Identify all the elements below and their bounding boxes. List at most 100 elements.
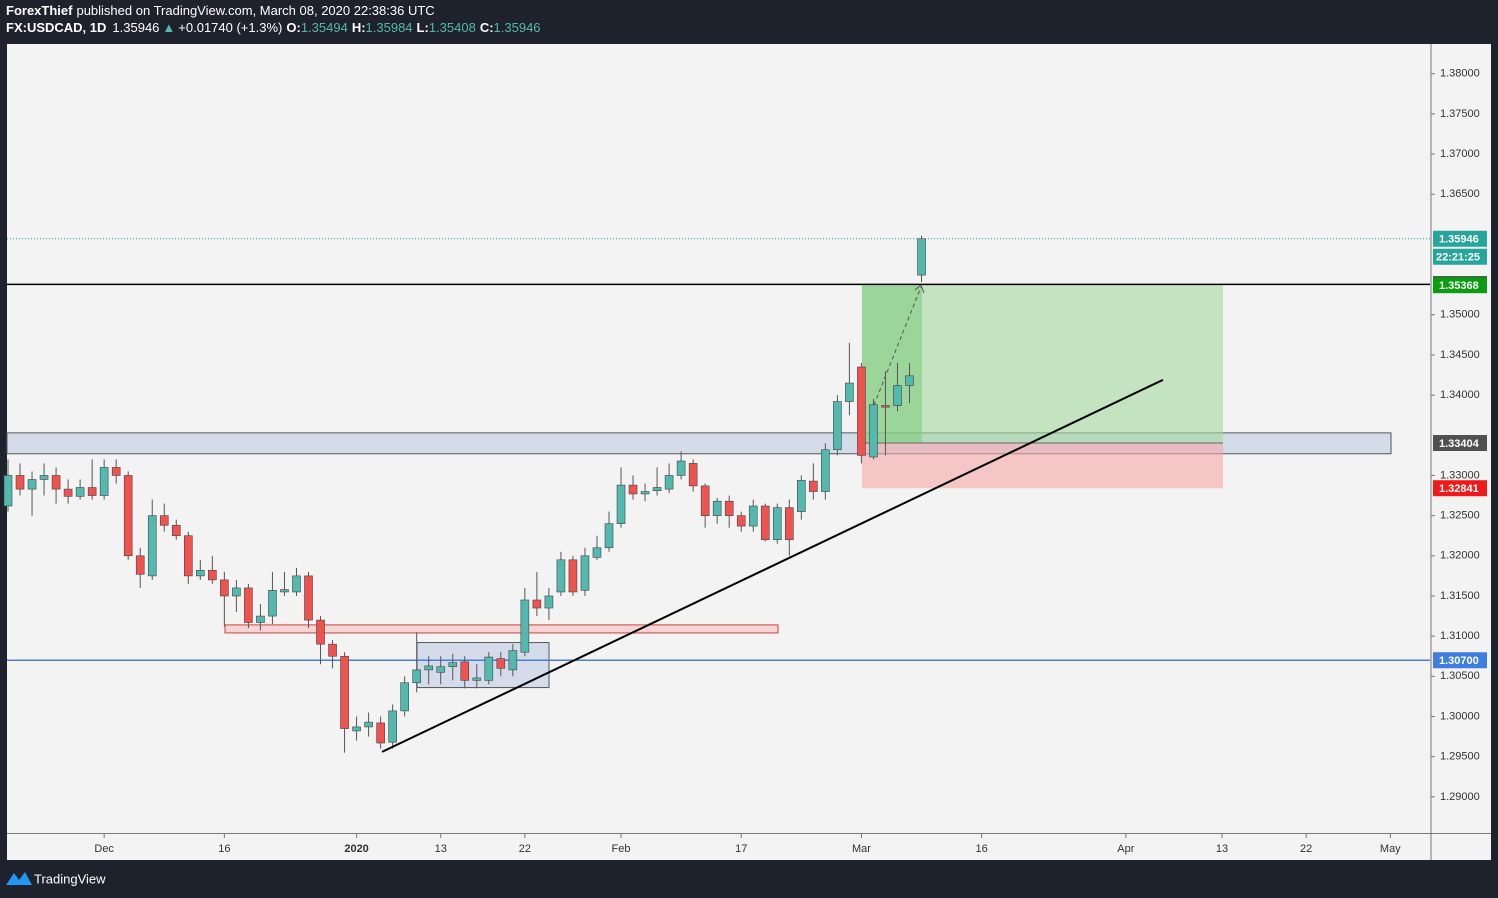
candle-body (712, 500, 722, 516)
candle-body (857, 366, 866, 456)
x-tick-label: 22 (519, 843, 531, 855)
trendline (381, 378, 1164, 753)
arrow-head (914, 284, 925, 294)
candle-body (316, 619, 325, 645)
price-tag (1433, 480, 1487, 497)
x-tick-label: 13 (1216, 843, 1228, 855)
candle-body (280, 589, 289, 593)
zone (224, 624, 779, 634)
candle-body (424, 665, 434, 671)
quote-line: FX:USDCAD, 1D 1.35946 ▲ +0.01740 (+1.3%) O:1… (6, 20, 541, 35)
candle-body (580, 555, 590, 591)
y-tick-label: 1.33000 (1440, 469, 1480, 481)
y-tick-label: 1.34000 (1440, 389, 1480, 401)
price-tag (1433, 230, 1487, 247)
candle-body (484, 656, 494, 681)
candle-body (845, 382, 854, 402)
candle-body (556, 559, 566, 593)
ohlc-label: H: (352, 20, 366, 35)
countdown: 22:21:25 (1436, 252, 1480, 264)
candle-body (39, 475, 49, 480)
ohlc-label: O: (286, 20, 300, 35)
change: +0.01740 (+1.3%) (178, 20, 282, 35)
candle-body (760, 505, 770, 541)
candle-body (568, 559, 578, 593)
price-tag-label: 1.30700 (1439, 655, 1479, 667)
candle-body (87, 487, 97, 496)
price-tag-label: 1.32841 (1439, 483, 1479, 495)
y-tick-label: 1.36500 (1440, 188, 1480, 200)
candle-body (905, 375, 914, 386)
candle-body (400, 682, 409, 712)
candle-body (220, 579, 229, 597)
published: published on TradingView.com, March 08, … (76, 3, 434, 18)
candle-body (388, 710, 397, 743)
candle-body (724, 500, 734, 516)
candle-body (736, 515, 746, 527)
y-tick-label: 1.38000 (1440, 68, 1480, 80)
candle-body (135, 555, 145, 575)
candle-body (99, 467, 109, 496)
publish-line: ForexThief published on TradingView.com, … (6, 3, 435, 18)
candle-body (592, 547, 602, 558)
projection-arrow (873, 286, 922, 406)
last-price: 1.35946 (112, 20, 159, 35)
x-tick-label: Dec (94, 843, 114, 855)
candle-body (869, 404, 878, 458)
candle-body (3, 475, 13, 507)
ohlc-label: L: (417, 20, 429, 35)
x-tick-label: May (1380, 843, 1401, 855)
candle-body (147, 515, 157, 577)
candle-body (520, 599, 530, 653)
candle-body (748, 505, 758, 527)
candle-body (123, 475, 133, 557)
author: ForexThief (6, 3, 73, 18)
ohlc-value: 1.35494 (301, 20, 348, 35)
candle-body (460, 661, 470, 681)
candle-body (304, 575, 313, 621)
price-tag-label: 1.35946 (1439, 234, 1479, 246)
candle-body (208, 569, 217, 581)
y-tick-label: 1.32000 (1440, 550, 1480, 562)
candle-body (532, 599, 542, 609)
y-tick-label: 1.35000 (1440, 309, 1480, 321)
candle-body (292, 575, 301, 593)
candle-body (412, 669, 421, 684)
candle-body (268, 590, 277, 617)
brand: TradingView (34, 871, 106, 886)
candle-body (881, 405, 890, 408)
candle-body (640, 491, 650, 495)
x-tick-label: 16 (218, 843, 230, 855)
price-tag (1433, 652, 1487, 669)
candle-body (196, 569, 205, 577)
candle-body (917, 238, 926, 276)
x-tick-label: Feb (612, 843, 631, 855)
price-tag (1433, 434, 1487, 451)
candle-body (821, 449, 830, 492)
x-tick-label: Apr (1117, 843, 1134, 855)
candle-body (508, 650, 518, 671)
candle-body (784, 507, 794, 541)
candle-body (27, 479, 37, 490)
candle-body (809, 480, 818, 492)
countdown-tag (1433, 248, 1487, 265)
candle-body (159, 515, 169, 526)
y-tick-label: 1.30500 (1440, 670, 1480, 682)
y-tick-label: 1.31000 (1440, 630, 1480, 642)
candle-body (893, 385, 902, 406)
candle-body (628, 484, 638, 495)
x-tick-label: 17 (735, 843, 747, 855)
candle-body (51, 475, 61, 490)
candle-body (833, 401, 842, 451)
y-tick-label: 1.29500 (1440, 751, 1480, 763)
price-tag-label: 1.33404 (1439, 438, 1480, 450)
change-arrow: ▲ (162, 20, 175, 35)
candle-body (544, 595, 554, 609)
candle-body (364, 721, 373, 728)
candle-body (111, 467, 121, 476)
x-tick-label: 16 (975, 843, 987, 855)
candle-body (652, 487, 662, 492)
candle-body (184, 535, 193, 577)
